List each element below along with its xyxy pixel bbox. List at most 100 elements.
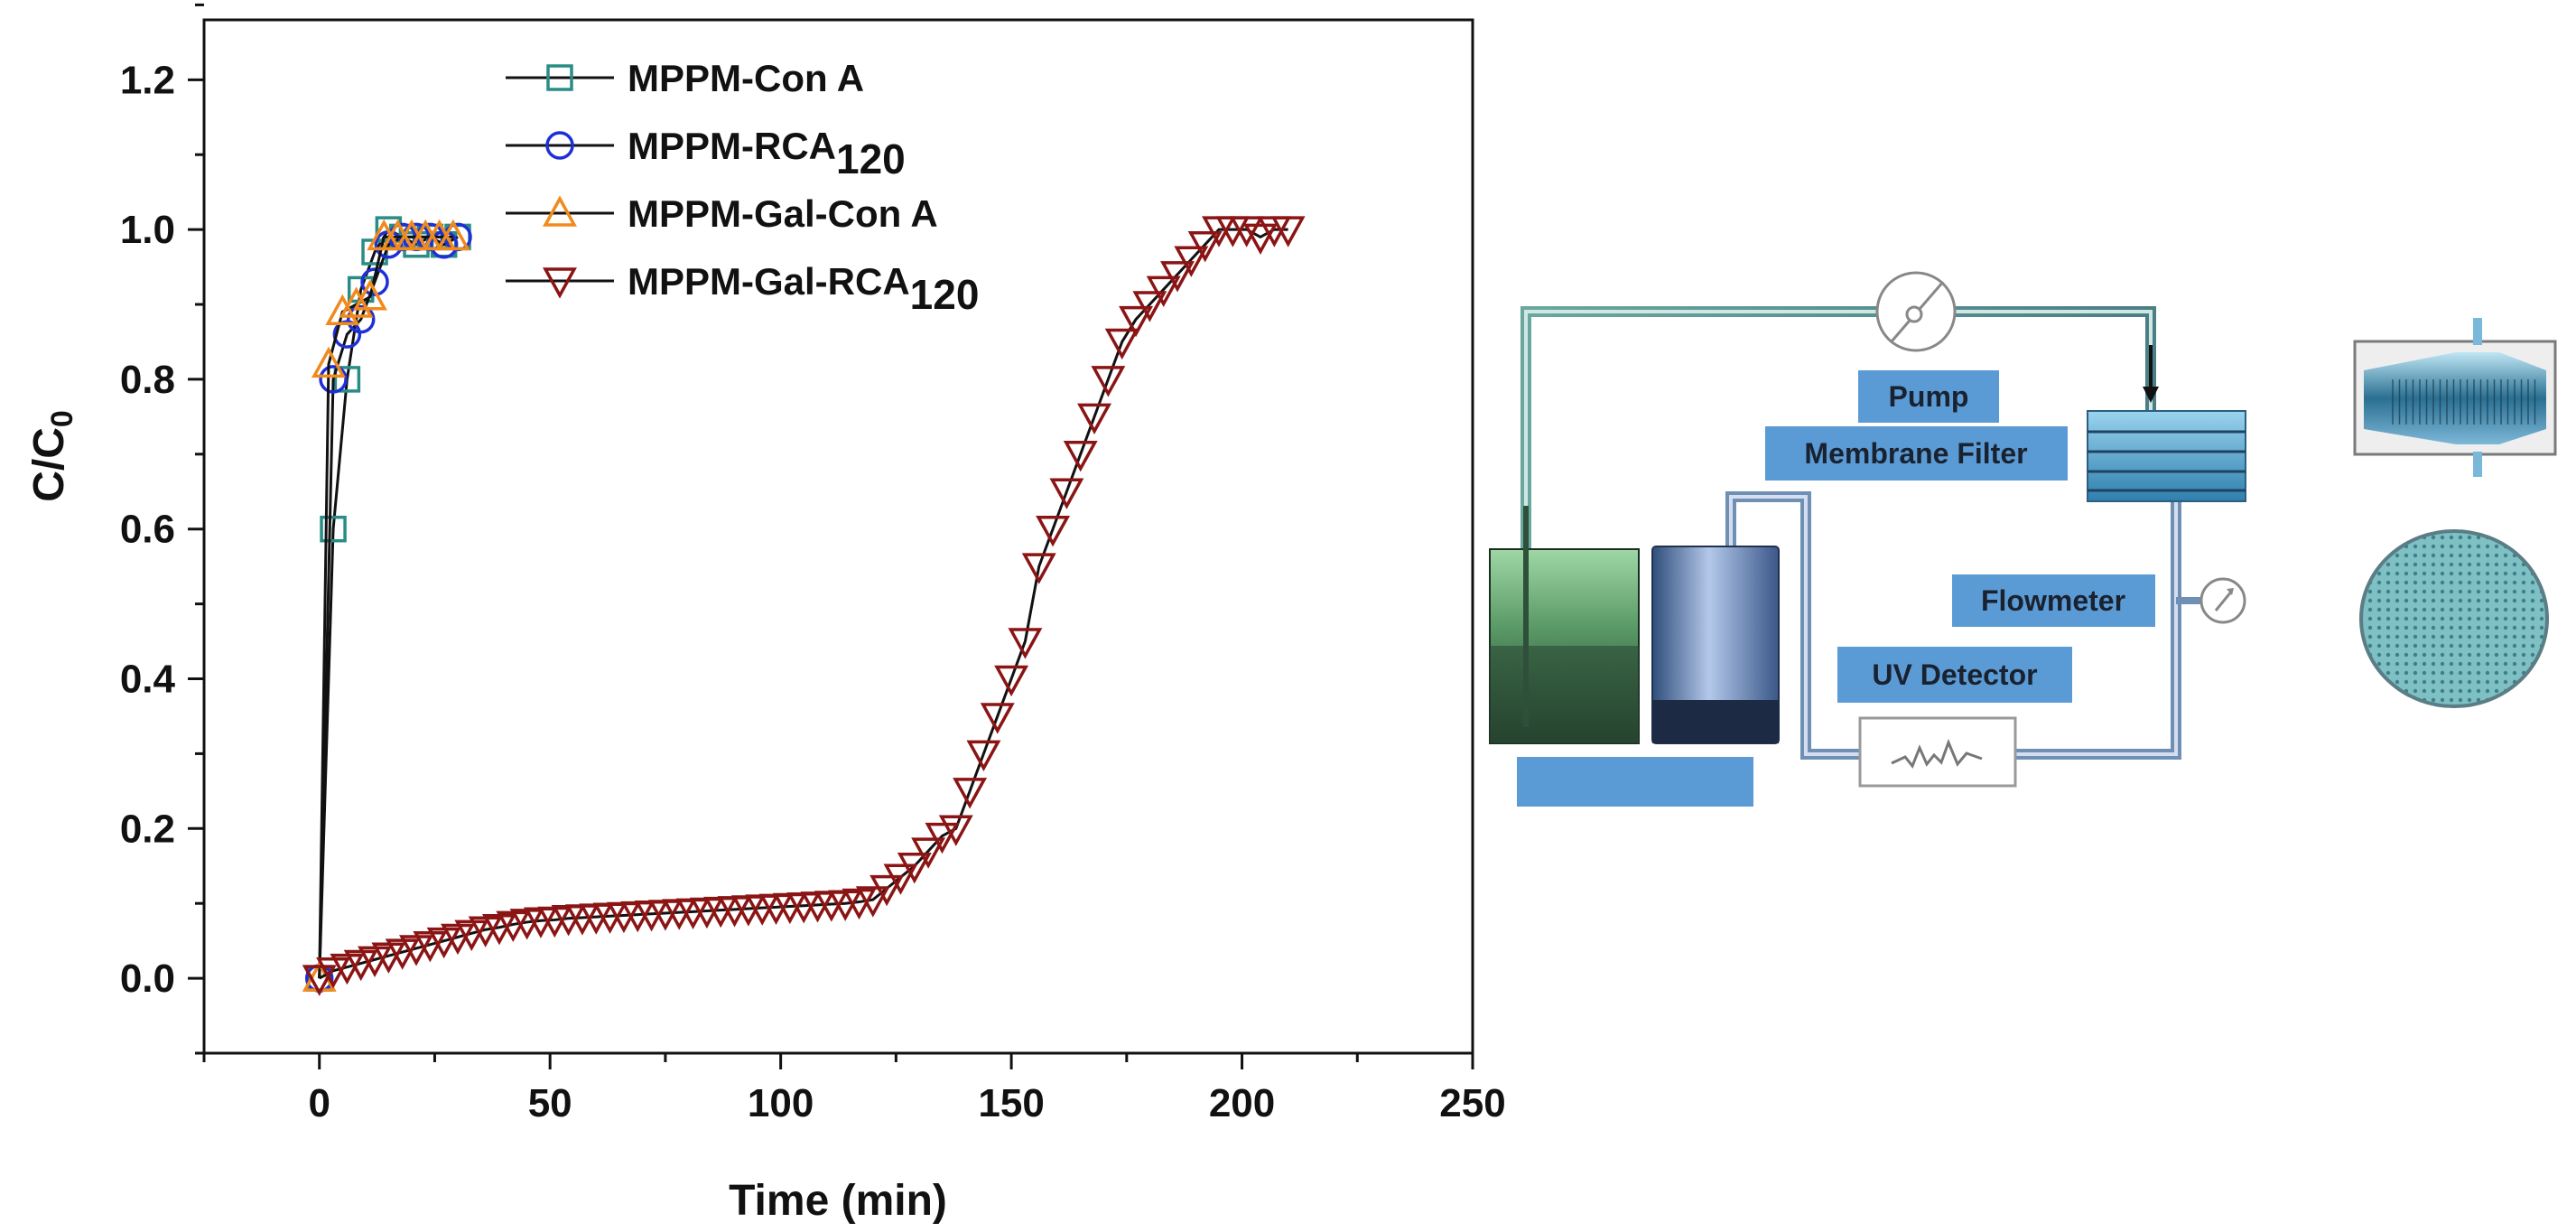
legend-item: MPPM-Con A — [506, 57, 864, 99]
data-point — [855, 886, 890, 918]
chart: 0 50 100 150 200 250 0.0 0.2 0.4 0.6 0.8 1.0 1.2 Ti… — [25, 3, 1506, 1225]
legend-label: MPPM-RCA120 — [628, 125, 906, 182]
legend-marker — [546, 64, 573, 91]
label-pump: Pump — [1889, 380, 1969, 413]
legend-label-main: MPPM-Con A — [628, 57, 864, 99]
x-tick-label: 100 — [748, 1081, 814, 1125]
flowmeter-gauge-icon — [2199, 577, 2246, 624]
data-point — [925, 822, 960, 854]
label-uv-detector: UV Detector — [1872, 658, 2037, 691]
data-point — [360, 267, 389, 296]
uv-detector-icon — [1858, 716, 2017, 788]
legend-label-main: MPPM-Gal-RCA — [628, 260, 910, 303]
flow-direction-arrow-icon — [2143, 345, 2159, 403]
series-mppm-gal-con-a — [302, 219, 470, 992]
data-point — [1132, 291, 1167, 322]
label-flowmeter: Flowmeter — [1981, 584, 2125, 617]
data-point — [1091, 366, 1126, 397]
series-line — [318, 228, 459, 979]
legend-marker — [543, 195, 577, 227]
setup-diagram: Pump Membrane Filter Flowmeter UV Detect… — [1489, 271, 2557, 807]
data-point — [325, 294, 360, 326]
y-tick-label: 1.0 — [120, 208, 175, 252]
x-tick-label: 200 — [1209, 1081, 1275, 1125]
pipe-right-return — [2013, 501, 2181, 760]
data-point — [319, 365, 348, 394]
data-point — [1270, 216, 1306, 247]
data-point — [1063, 441, 1098, 472]
data-point — [897, 853, 932, 884]
data-point — [1174, 246, 1209, 277]
green-reservoir-icon — [1489, 548, 1640, 744]
legend-label-sub: 120 — [836, 135, 906, 182]
series-line — [318, 235, 459, 979]
x-tick-label: 50 — [528, 1081, 572, 1125]
y-tick-label: 0.4 — [120, 658, 176, 702]
data-point — [911, 837, 946, 869]
y-tick-labels: 0.0 0.2 0.4 0.6 0.8 1.0 1.2 — [120, 58, 176, 1001]
data-point — [302, 965, 337, 996]
data-point — [1049, 478, 1084, 509]
data-point — [870, 874, 905, 907]
data-point — [1008, 628, 1043, 659]
data-point — [333, 366, 361, 393]
series-line — [319, 228, 1288, 980]
data-point — [1229, 216, 1264, 247]
data-point — [1104, 328, 1139, 360]
pump-icon — [1875, 271, 1957, 352]
plot-frame — [202, 18, 1474, 1055]
y-axis-title: C/C0 — [25, 410, 79, 502]
data-point — [938, 815, 973, 846]
label-box-uv-detector — [1837, 647, 2072, 703]
legend-label: MPPM-Gal-RCA120 — [628, 260, 979, 318]
label-box-pump — [1858, 370, 1999, 423]
data-point — [352, 279, 387, 311]
data-point — [1077, 403, 1112, 434]
data-point — [953, 778, 988, 809]
legend-marker — [543, 267, 577, 299]
legend-label-main: MPPM-RCA — [628, 125, 836, 167]
pipe-uv-to-tank-inner — [1729, 495, 1860, 756]
data-point — [1119, 305, 1154, 338]
data-point — [966, 740, 1001, 772]
legend: MPPM-Con A MPPM-RCA120 MPPM-Gal-Con A MPPM-… — [506, 57, 979, 318]
x-tick-label: 150 — [978, 1081, 1044, 1125]
x-tick-label: 250 — [1439, 1081, 1505, 1125]
data-point — [320, 515, 347, 543]
label-membrane-filter: Membrane Filter — [1804, 437, 2027, 470]
x-tick-labels: 0 50 100 150 200 250 — [308, 1081, 1505, 1125]
legend-item: MPPM-Gal-Con A — [506, 192, 938, 235]
data-point — [1021, 553, 1056, 584]
membrane-filter-icon — [2087, 410, 2246, 502]
legend-label-main: MPPM-Gal-Con A — [628, 192, 938, 235]
x-tick-label: 0 — [308, 1081, 330, 1125]
data-point — [1243, 223, 1278, 256]
y-tick-label: 0.8 — [120, 358, 175, 402]
blue-reservoir-icon — [1651, 546, 1780, 744]
y-axis-title-main: C/C — [25, 427, 73, 502]
data-point — [339, 286, 374, 318]
data-point — [435, 219, 470, 251]
data-point — [994, 665, 1029, 697]
y-tick-label: 1.2 — [120, 58, 175, 102]
filter-cartridge-icon — [2353, 318, 2557, 477]
label-box-blank — [1517, 757, 1753, 807]
legend-item: MPPM-Gal-RCA120 — [506, 260, 979, 318]
data-point — [1160, 261, 1195, 293]
legend-marker — [545, 131, 574, 160]
data-point — [311, 346, 346, 378]
legend-label: MPPM-Con A — [628, 57, 864, 99]
legend-item: MPPM-RCA120 — [506, 125, 906, 182]
membrane-disc-icon — [2359, 529, 2549, 708]
data-point — [1036, 515, 1071, 547]
data-point — [346, 304, 376, 334]
series-mppm-gal-rca120 — [302, 216, 1306, 996]
y-tick-label: 0.0 — [120, 957, 175, 1001]
label-box-membrane-filter — [1765, 426, 2068, 481]
data-point — [1146, 275, 1181, 308]
x-axis-title: Time (min) — [729, 1177, 947, 1225]
label-box-flowmeter — [1952, 574, 2155, 627]
y-tick-label: 0.2 — [120, 807, 175, 851]
pipe-right-return-inner — [2013, 501, 2178, 756]
